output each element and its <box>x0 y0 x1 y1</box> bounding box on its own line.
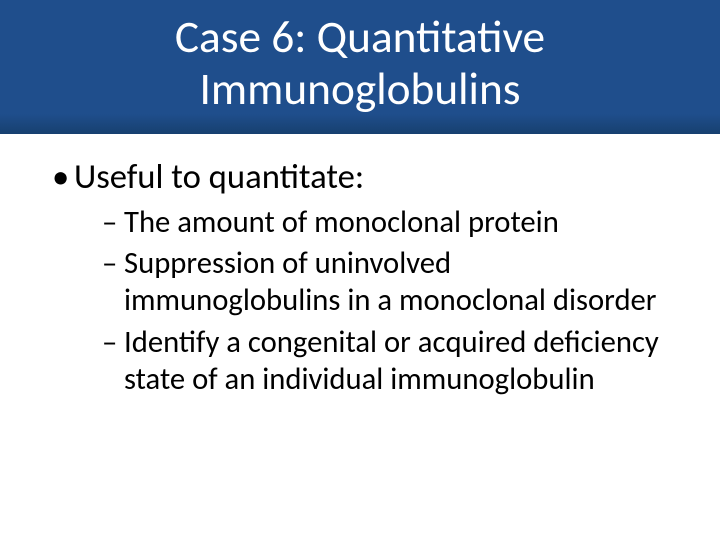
bullet-list-level2: The amount of monoclonal protein Suppres… <box>74 204 674 399</box>
list-item-text: The amount of monoclonal protein <box>124 204 559 241</box>
list-item-text: Identify a congenital or acquired defici… <box>124 324 659 398</box>
list-item: The amount of monoclonal protein <box>94 204 674 241</box>
list-item: Suppression of uninvolved immunoglobulin… <box>94 245 674 320</box>
list-item-text: Useful to quantitate: <box>74 156 364 198</box>
list-item: Identify a congenital or acquired defici… <box>94 324 674 399</box>
slide-body: Useful to quantitate: The amount of mono… <box>0 134 720 398</box>
bullet-list-level1: Useful to quantitate: The amount of mono… <box>46 156 674 398</box>
slide-title: Case 6: Quantitative Immunoglobulins <box>20 12 700 116</box>
list-item-text: Suppression of uninvolved immunoglobulin… <box>124 245 657 319</box>
title-band: Case 6: Quantitative Immunoglobulins <box>0 0 720 134</box>
list-item: Useful to quantitate: The amount of mono… <box>46 156 674 398</box>
slide: Case 6: Quantitative Immunoglobulins Use… <box>0 0 720 540</box>
